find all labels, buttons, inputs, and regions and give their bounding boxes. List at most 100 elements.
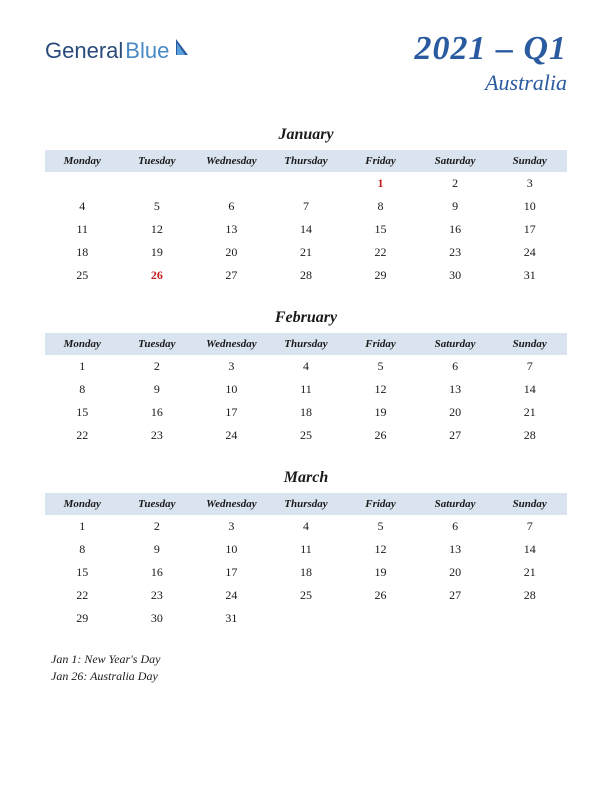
- logo-sail-icon: [174, 37, 192, 62]
- day-header: Saturday: [418, 333, 493, 355]
- day-header: Tuesday: [120, 333, 195, 355]
- day-header: Sunday: [492, 150, 567, 172]
- calendar-row: 1234567: [45, 355, 567, 378]
- calendar-cell: 8: [343, 195, 418, 218]
- calendar-row: 18192021222324: [45, 241, 567, 264]
- calendar-cell: 23: [418, 241, 493, 264]
- calendar-cell: 21: [492, 561, 567, 584]
- calendar-row: 891011121314: [45, 378, 567, 401]
- calendar-cell: 19: [120, 241, 195, 264]
- day-header: Sunday: [492, 333, 567, 355]
- calendar-cell: 7: [492, 515, 567, 538]
- holiday-line: Jan 1: New Year's Day: [51, 652, 567, 667]
- calendar-cell: 18: [269, 401, 344, 424]
- calendar-cell: 10: [194, 378, 269, 401]
- calendar-cell: 17: [194, 561, 269, 584]
- calendar-cell: 21: [269, 241, 344, 264]
- day-header: Friday: [343, 333, 418, 355]
- calendar-cell: 3: [194, 355, 269, 378]
- calendar-cell: 24: [194, 424, 269, 447]
- month-block: March MondayTuesdayWednesdayThursdayFrida…: [45, 469, 567, 630]
- calendar-cell: 2: [120, 515, 195, 538]
- calendar-cell: [45, 172, 120, 195]
- calendar-cell: 30: [120, 607, 195, 630]
- calendar-table: MondayTuesdayWednesdayThursdayFridaySatu…: [45, 333, 567, 447]
- day-header: Wednesday: [194, 150, 269, 172]
- calendar-cell: 22: [45, 424, 120, 447]
- day-header: Friday: [343, 150, 418, 172]
- day-header: Tuesday: [120, 150, 195, 172]
- day-header: Saturday: [418, 493, 493, 515]
- calendar-cell: 27: [194, 264, 269, 287]
- logo-text-blue: Blue: [125, 38, 169, 64]
- calendar-row: 25262728293031: [45, 264, 567, 287]
- calendar-cell: 13: [418, 538, 493, 561]
- calendar-cell: 10: [492, 195, 567, 218]
- calendar-cell: 3: [194, 515, 269, 538]
- calendar-cell: 14: [492, 378, 567, 401]
- calendar-cell: 4: [269, 515, 344, 538]
- month-block: JanuaryMondayTuesdayWednesdayThursdayFri…: [45, 126, 567, 287]
- day-header: Saturday: [418, 150, 493, 172]
- calendar-cell: 8: [45, 378, 120, 401]
- calendar-row: 45678910: [45, 195, 567, 218]
- calendar-cell: 1: [45, 355, 120, 378]
- calendar-table: MondayTuesdayWednesdayThursdayFridaySatu…: [45, 493, 567, 630]
- calendar-cell: 26: [343, 424, 418, 447]
- months-container: JanuaryMondayTuesdayWednesdayThursdayFri…: [45, 126, 567, 630]
- calendar-cell: 11: [269, 378, 344, 401]
- calendar-cell: 27: [418, 424, 493, 447]
- calendar-cell: 9: [120, 378, 195, 401]
- calendar-cell: 24: [492, 241, 567, 264]
- calendar-cell: 11: [269, 538, 344, 561]
- calendar-cell: 17: [194, 401, 269, 424]
- day-header: Wednesday: [194, 493, 269, 515]
- holidays-list: Jan 1: New Year's Day Jan 26: Australia D…: [45, 652, 567, 684]
- calendar-cell: 23: [120, 424, 195, 447]
- calendar-cell: 16: [418, 218, 493, 241]
- day-header: Friday: [343, 493, 418, 515]
- calendar-cell: 4: [45, 195, 120, 218]
- calendar-cell: 9: [120, 538, 195, 561]
- calendar-cell: 8: [45, 538, 120, 561]
- calendar-row: 22232425262728: [45, 584, 567, 607]
- calendar-cell: 12: [343, 538, 418, 561]
- calendar-cell: 21: [492, 401, 567, 424]
- calendar-cell: 4: [269, 355, 344, 378]
- calendar-cell: [120, 172, 195, 195]
- calendar-cell: 6: [418, 515, 493, 538]
- calendar-cell: 28: [492, 584, 567, 607]
- calendar-cell: 17: [492, 218, 567, 241]
- day-header: Wednesday: [194, 333, 269, 355]
- day-header: Tuesday: [120, 493, 195, 515]
- calendar-row: 22232425262728: [45, 424, 567, 447]
- holiday-line: Jan 26: Australia Day: [51, 669, 567, 684]
- calendar-cell: 6: [418, 355, 493, 378]
- calendar-cell: [418, 607, 493, 630]
- calendar-cell: 12: [343, 378, 418, 401]
- calendar-cell: 20: [418, 561, 493, 584]
- calendar-cell: 5: [343, 355, 418, 378]
- calendar-cell: 16: [120, 561, 195, 584]
- calendar-cell: 13: [194, 218, 269, 241]
- calendar-cell: 12: [120, 218, 195, 241]
- month-name: March: [45, 469, 567, 487]
- calendar-cell: 15: [45, 401, 120, 424]
- calendar-cell: 2: [418, 172, 493, 195]
- calendar-cell: 24: [194, 584, 269, 607]
- calendar-cell: 18: [269, 561, 344, 584]
- calendar-cell: 15: [45, 561, 120, 584]
- calendar-cell: 15: [343, 218, 418, 241]
- calendar-cell: 1: [45, 515, 120, 538]
- day-header: Sunday: [492, 493, 567, 515]
- calendar-cell: 31: [492, 264, 567, 287]
- month-name: February: [45, 309, 567, 327]
- logo-text-general: General: [45, 38, 123, 64]
- day-header: Thursday: [269, 333, 344, 355]
- calendar-cell: 19: [343, 401, 418, 424]
- calendar-cell: 28: [269, 264, 344, 287]
- calendar-table: MondayTuesdayWednesdayThursdayFridaySatu…: [45, 150, 567, 287]
- calendar-row: 293031: [45, 607, 567, 630]
- calendar-cell: 3: [492, 172, 567, 195]
- header: General Blue 2021 – Q1 Australia: [45, 30, 567, 96]
